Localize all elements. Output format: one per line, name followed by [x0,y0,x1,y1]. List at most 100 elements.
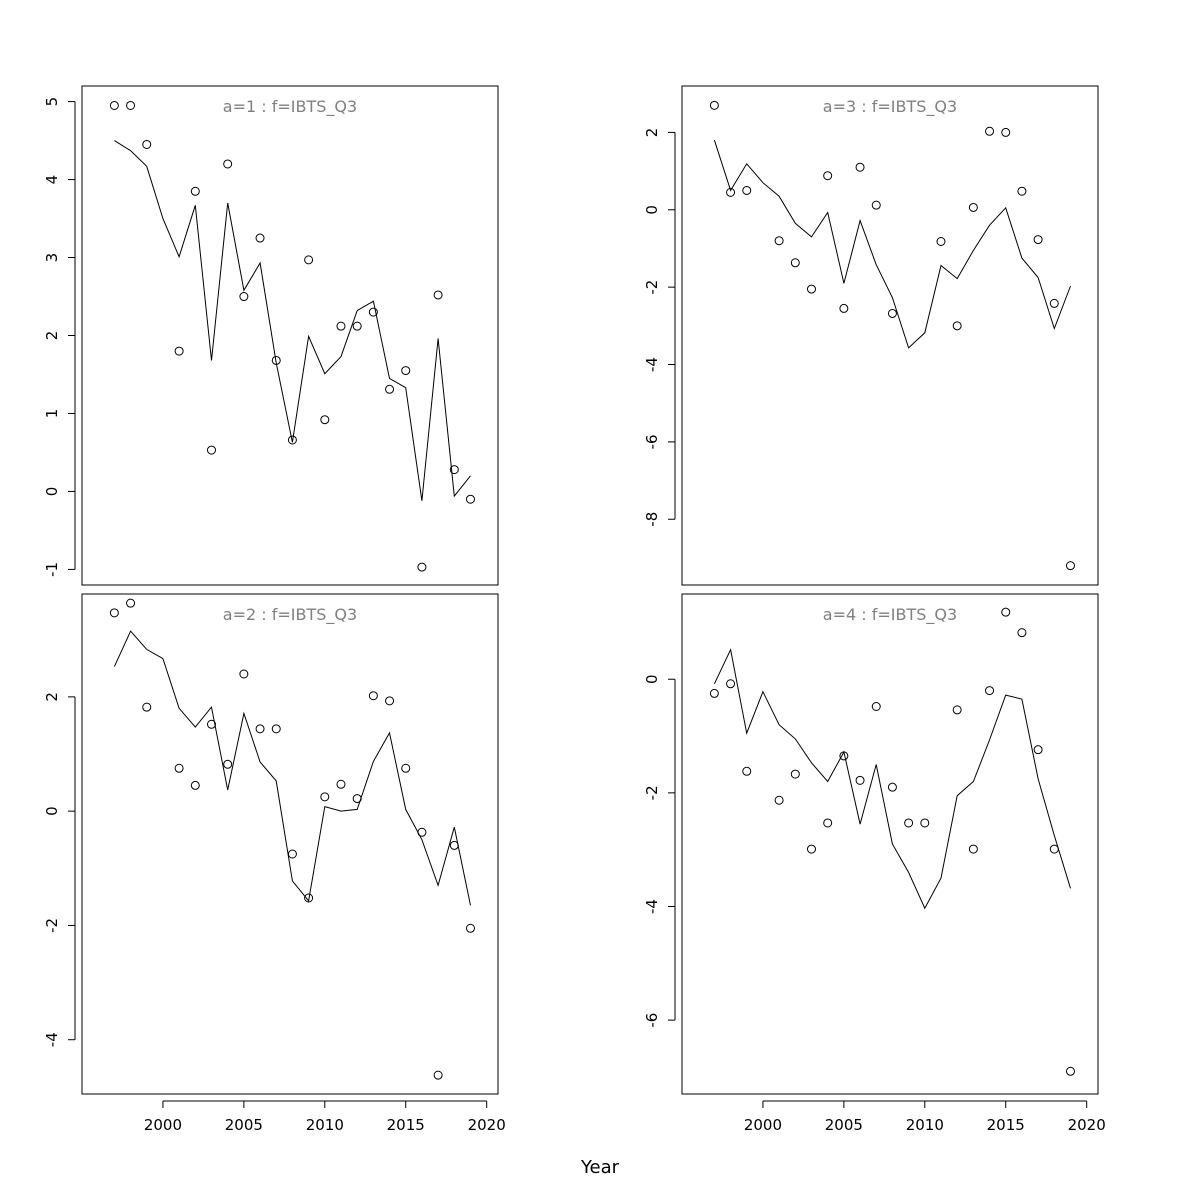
observed-point [385,696,395,706]
observed-point [304,255,314,265]
x-tick-label: 2015 [387,1116,425,1134]
observed-point [887,782,897,792]
observed-point [904,818,914,828]
observed-point [936,237,946,247]
observed-point [839,303,849,313]
observed-point [823,171,833,181]
observed-point [109,100,119,110]
observed-point [1065,561,1075,571]
observed-point [742,185,752,195]
observed-point [320,415,330,425]
panel-3: a=2 : f=IBTS_Q3 -4 -2 0 2 2000 2005 2010 2015 202… [43,593,506,1134]
observed-point [449,840,459,850]
observed-point [806,284,816,294]
observed-point [142,702,152,712]
observed-point [952,321,962,331]
panel-title: a=2 : f=IBTS_Q3 [223,605,357,625]
observed-point [871,702,881,711]
observed-point [790,769,800,779]
observed-point [465,494,475,504]
observed-point [255,233,265,243]
y-tick-label: 2 [43,331,61,341]
observed-point [401,366,411,376]
observed-point [271,355,281,365]
observed-point [206,719,216,729]
x-tick-label: 2005 [825,1116,863,1134]
observed-point [968,844,978,854]
observed-point [871,200,881,210]
observed-point [774,795,784,805]
observed-point [952,705,962,715]
observed-point [726,187,736,197]
observed-point [126,100,136,110]
observed-point [255,724,265,734]
observed-point [774,236,784,246]
y-tick-label: -4 [43,1032,61,1047]
fitted-series-line [713,648,1071,910]
panel-title: a=3 : f=IBTS_Q3 [823,97,957,117]
observed-point [433,1070,443,1080]
observed-point [174,346,184,356]
observed-point [726,679,736,689]
observed-point [1065,1066,1075,1076]
observed-point [1033,745,1043,755]
y-tick-label: 1 [43,409,61,419]
x-tick-label: 2015 [987,1116,1025,1134]
observed-point [352,794,362,804]
panel-2: a=3 : f=IBTS_Q3 -8 -6 -4 -2 0 2 [643,85,1099,586]
observed-point [320,792,330,802]
observed-point [336,779,346,789]
observed-point [287,849,297,859]
observed-point [336,321,346,331]
observed-point [126,598,136,608]
y-tick-label: -2 [643,785,661,800]
observed-point [239,292,249,302]
observed-point [287,435,297,445]
observed-point [109,608,119,618]
observed-point [1017,186,1027,196]
observed-point [352,321,362,331]
y-tick-label: -6 [643,1013,661,1028]
fitted-series-line [113,630,471,906]
plot-frame [681,85,1099,586]
y-tick-label: 0 [643,674,661,684]
y-tick-label: 2 [43,692,61,702]
fitted-series-line [114,140,471,501]
panel-1: a=1 : f=IBTS_Q3 -1 0 1 2 3 4 5 [43,85,499,586]
y-tick-label: 2 [643,128,661,138]
observed-point [790,258,800,268]
observed-point [223,759,233,769]
panel-title: a=4 : f=IBTS_Q3 [823,605,957,625]
observed-point [806,844,816,854]
observed-point [1049,844,1059,854]
y-tick-label: -2 [643,280,661,295]
observed-point [887,308,897,318]
observed-point [368,307,378,317]
y-tick-label: -4 [643,899,661,914]
observed-point [449,465,459,475]
observed-point [239,669,249,679]
observed-point [417,562,427,572]
y-tick-label: 0 [643,205,661,215]
y-tick-label: 5 [43,97,61,107]
plot-frame [81,85,499,586]
y-tick-label: -8 [643,512,661,527]
observed-point [1001,607,1011,617]
x-tick-label: 2010 [306,1116,344,1134]
observed-point [417,827,427,837]
x-axis-title: Year [580,1157,620,1178]
y-tick-label: 0 [43,806,61,816]
observed-point [1049,298,1059,308]
plot-frame [681,593,1099,1095]
y-tick-label: 0 [43,487,61,497]
y-tick-label: -2 [43,918,61,933]
observed-point [401,763,411,773]
observed-point [742,766,752,776]
observed-point [190,186,200,196]
x-tick-label: 2010 [906,1116,944,1134]
observed-point [968,202,978,212]
observed-point [920,818,930,828]
x-tick-label: 2020 [468,1116,506,1134]
